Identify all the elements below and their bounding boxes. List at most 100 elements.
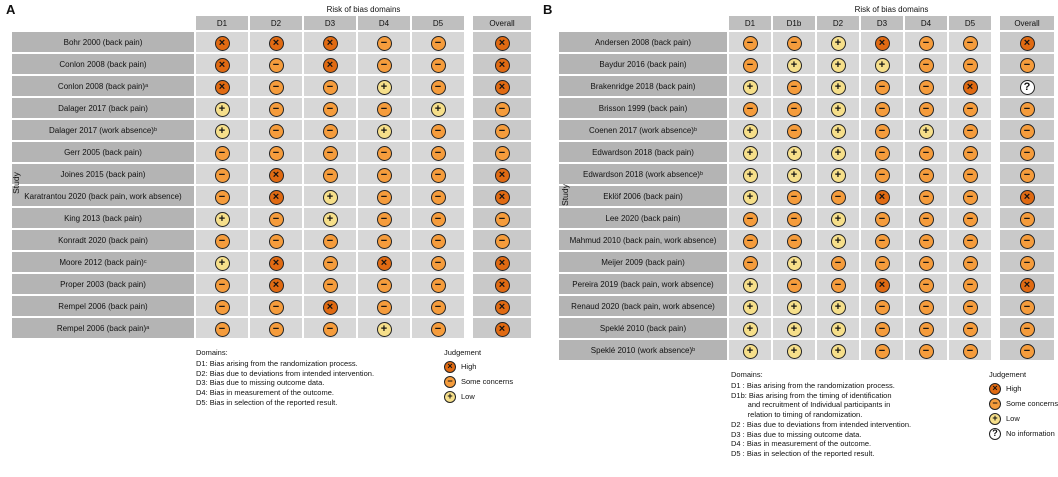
rob-cell-d4: − <box>358 230 410 250</box>
rob-cell-d5: + <box>412 98 464 118</box>
study-label: Conlon 2008 (back pain) <box>12 54 194 74</box>
rob-cell-overall: − <box>1000 230 1054 250</box>
judgement-low-icon: + <box>830 36 846 51</box>
column-gap <box>993 142 998 162</box>
judgement-some-icon: − <box>268 102 284 117</box>
judgement-high-icon: × <box>494 190 510 205</box>
rob-cell-d5: − <box>412 142 464 162</box>
study-row: Rempel 2006 (back pain) − − × − − × <box>12 296 531 316</box>
rob-cell-d4: − <box>905 208 947 228</box>
rob-cell-d4: + <box>358 318 410 338</box>
judgement-some-icon: − <box>962 146 978 161</box>
rob-cell-d4: − <box>905 164 947 184</box>
study-row: Edwardson 2018 (back pain) + + + − − − − <box>559 142 1054 162</box>
rob-cell-overall: × <box>1000 32 1054 52</box>
judgement-some-icon: − <box>430 256 446 271</box>
judgement-some-icon: − <box>376 212 392 227</box>
judgement-some-icon: − <box>962 234 978 249</box>
judgement-low-icon: + <box>742 168 758 183</box>
rob-cell-d2: × <box>250 252 302 272</box>
header-columns-row: D1 D2 D3 D4 D5 Overall <box>12 16 531 30</box>
judgement-low-icon: + <box>830 212 846 227</box>
judgement-none-icon: ? <box>1019 80 1035 95</box>
column-gap <box>993 164 998 184</box>
judgement-some-icon: − <box>786 80 802 95</box>
rob-cell-d5: − <box>949 318 991 338</box>
judgement-some-icon: − <box>918 190 934 205</box>
rob-cell-d3: − <box>304 120 356 140</box>
judgement-some-icon: − <box>214 322 230 337</box>
rob-cell-d1: + <box>196 252 248 272</box>
column-gap <box>993 54 998 74</box>
rob-cell-d3: − <box>861 230 903 250</box>
judgement-high-icon: × <box>268 36 284 51</box>
rob-cell-d1: + <box>729 120 771 140</box>
rob-cell-d4: − <box>358 54 410 74</box>
panel-b: B Study Risk of bias domains <box>535 0 1058 477</box>
rob-cell-overall: × <box>473 164 531 184</box>
column-gap <box>993 252 998 272</box>
rob-cell-d2: + <box>817 230 859 250</box>
rob-cell-d2: + <box>817 76 859 96</box>
legend-judgement-label: High <box>1006 383 1022 393</box>
judgement-some-icon: − <box>918 36 934 51</box>
rob-cell-d5: − <box>949 274 991 294</box>
judgement-low-icon: + <box>322 212 338 227</box>
rob-cell-d1: − <box>729 98 771 118</box>
judgement-low-icon: + <box>376 124 392 139</box>
rob-cell-d1b: − <box>773 186 815 206</box>
judgement-some-icon: − <box>322 124 338 139</box>
column-gap <box>466 142 471 162</box>
judgement-low-icon: + <box>786 58 802 73</box>
rob-cell-d2: + <box>817 142 859 162</box>
judgement-high-icon: × <box>1019 190 1035 205</box>
judgement-low-icon: + <box>786 322 802 337</box>
header-blank-cell <box>12 4 194 14</box>
judgement-low-icon: + <box>214 212 230 227</box>
study-row: Coenen 2017 (work absence)ᵇ + − + − + − − <box>559 120 1054 140</box>
judgement-some-icon: − <box>918 168 934 183</box>
rob-cell-d3: − <box>861 76 903 96</box>
judgement-some-icon: − <box>268 300 284 315</box>
judgement-some-icon: − <box>214 146 230 161</box>
judgement-some-icon: − <box>962 344 978 359</box>
legend-domain-line: D4 : Bias in measurement of the outcome. <box>731 439 872 449</box>
judgement-some-icon: − <box>830 190 846 205</box>
judgement-some-icon: − <box>786 190 802 205</box>
study-axis-label: Study <box>10 172 21 194</box>
rob-cell-d1: − <box>196 230 248 250</box>
judgement-high-icon: × <box>494 36 510 51</box>
rob-cell-d5: − <box>949 98 991 118</box>
study-label: Andersen 2008 (back pain) <box>559 32 727 52</box>
column-gap <box>466 120 471 140</box>
study-row: Renaud 2020 (back pain, work absence) + + +… <box>559 296 1054 316</box>
rob-cell-overall: ? <box>1000 76 1054 96</box>
rob-cell-d1: × <box>196 54 248 74</box>
column-gap <box>993 16 998 30</box>
judgement-some-icon: − <box>918 102 934 117</box>
judgement-some-icon: − <box>830 278 846 293</box>
judgement-low-icon: + <box>214 102 230 117</box>
rob-cell-overall: − <box>1000 318 1054 338</box>
judgement-high-icon: × <box>874 278 890 293</box>
rob-cell-d1b: + <box>773 340 815 360</box>
rob-cell-d3: − <box>861 164 903 184</box>
study-row: Brisson 1999 (back pain) − − + − − − − <box>559 98 1054 118</box>
judgement-some-icon: − <box>494 124 510 139</box>
legend-domain-line: D4: Bias in measurement of the outcome. <box>196 388 334 397</box>
rob-cell-d4: − <box>358 296 410 316</box>
column-gap <box>993 76 998 96</box>
judgement-some-icon: − <box>742 212 758 227</box>
judgement-low-icon: + <box>786 168 802 183</box>
rob-cell-d2: − <box>250 142 302 162</box>
rob-cell-d1b: − <box>773 274 815 294</box>
study-label: Konradt 2020 (back pain) <box>12 230 194 250</box>
column-gap <box>466 318 471 338</box>
study-row: Gerr 2005 (back pain) − − − − − − <box>12 142 531 162</box>
judgement-some-icon: − <box>962 212 978 227</box>
column-gap <box>466 230 471 250</box>
rob-cell-d5: − <box>949 252 991 272</box>
rob-cell-d5: − <box>412 54 464 74</box>
column-header-overall: Overall <box>1000 16 1054 30</box>
